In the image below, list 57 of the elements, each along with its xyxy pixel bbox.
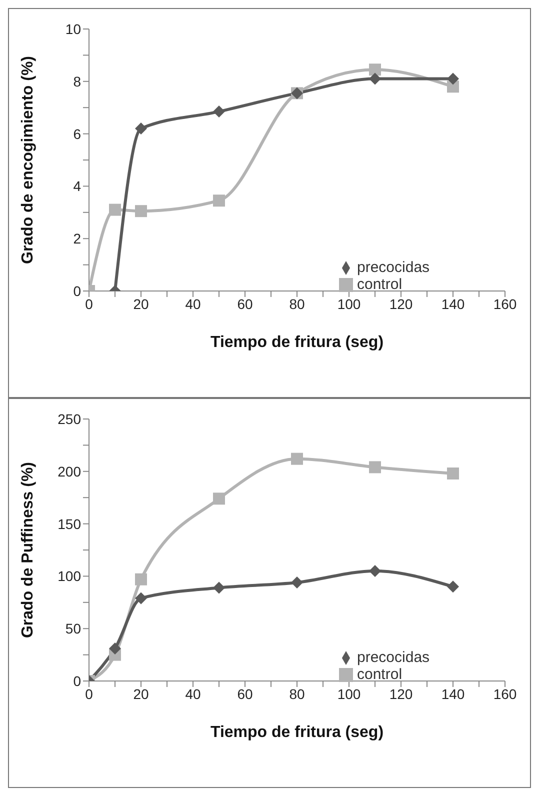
x-tick-label: 60 <box>237 686 253 702</box>
point <box>291 452 303 465</box>
x-tick-label: 40 <box>185 686 201 702</box>
x-axis-title: Tiempo de fritura (seg) <box>210 334 384 351</box>
x-tick-label: 160 <box>493 686 517 702</box>
y-tick-label: 50 <box>65 620 82 637</box>
x-tick-label: 120 <box>389 686 413 702</box>
x-tick-label: 120 <box>389 296 413 312</box>
x-tick-label: 20 <box>133 686 149 702</box>
legend-label: control <box>357 276 402 293</box>
y-tick-label: 150 <box>58 516 82 532</box>
legend-label: precocidas <box>357 649 430 666</box>
point <box>135 573 147 586</box>
x-tick-label: 160 <box>493 296 517 312</box>
x-tick-label: 140 <box>441 296 465 312</box>
y-tick-label: 100 <box>58 568 82 584</box>
x-tick-label: 40 <box>185 296 201 312</box>
legend-label: control <box>357 666 402 683</box>
y-tick-label: 2 <box>73 230 82 247</box>
point <box>109 642 121 655</box>
x-tick-label: 0 <box>85 686 94 702</box>
x-axis-title: Tiempo de fritura (seg) <box>210 724 384 741</box>
y-tick-label: 4 <box>73 178 82 194</box>
y-tick-label: 8 <box>73 73 82 90</box>
y-tick-label: 0 <box>73 282 82 299</box>
x-tick-label: 0 <box>85 296 94 312</box>
x-tick-label: 140 <box>441 686 465 702</box>
y-tick-label: 0 <box>73 672 82 689</box>
point <box>369 461 381 474</box>
x-tick-label: 80 <box>289 686 305 702</box>
x-tick-label: 80 <box>289 296 305 312</box>
point <box>369 564 381 577</box>
x-tick-label: 100 <box>337 686 361 702</box>
x-tick-label: 100 <box>337 296 361 312</box>
y-tick-label: 250 <box>58 410 82 427</box>
point <box>291 576 303 588</box>
point <box>447 72 459 85</box>
y-axis-title: Grado de encogimiento (%) <box>20 56 37 264</box>
x-tick-label: 20 <box>133 296 149 312</box>
point <box>135 122 147 135</box>
point <box>213 492 225 505</box>
point <box>213 194 225 207</box>
x-tick-label: 60 <box>237 296 253 312</box>
point <box>447 467 459 480</box>
point <box>135 205 147 218</box>
y-tick-label: 200 <box>58 463 82 480</box>
point <box>135 592 147 604</box>
y-tick-label: 10 <box>65 20 82 37</box>
point <box>369 64 381 76</box>
point <box>213 106 225 118</box>
y-axis-title: Grado de Puffiness (%) <box>20 462 37 638</box>
point <box>109 204 121 216</box>
point <box>447 580 459 593</box>
y-tick-label: 6 <box>73 126 82 142</box>
point <box>213 582 225 594</box>
legend-label: precocidas <box>357 259 430 276</box>
point <box>369 72 381 85</box>
